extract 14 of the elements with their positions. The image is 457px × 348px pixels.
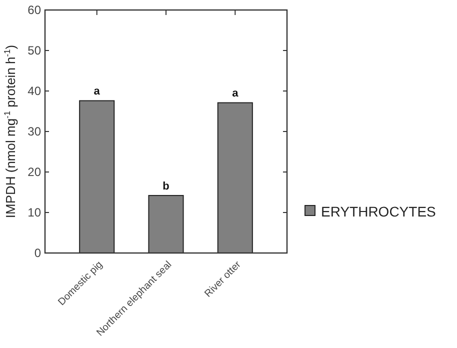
bar	[79, 100, 115, 254]
y-tick-label: 30	[28, 124, 42, 139]
y-tick-label: 0	[34, 246, 42, 260]
y-tick-label: 50	[28, 44, 42, 58]
y-tick-label: 10	[28, 206, 42, 220]
y-tick-label: 40	[28, 84, 42, 98]
annotation: a	[232, 88, 240, 100]
bar	[148, 194, 184, 254]
annotation: b	[162, 180, 170, 192]
y-tick-label: 60	[28, 3, 42, 18]
bar	[217, 102, 253, 254]
annotation: a	[94, 86, 101, 98]
legend-label: ERYTHROCYTES	[321, 203, 436, 220]
y-tick-label: 20	[28, 165, 42, 180]
